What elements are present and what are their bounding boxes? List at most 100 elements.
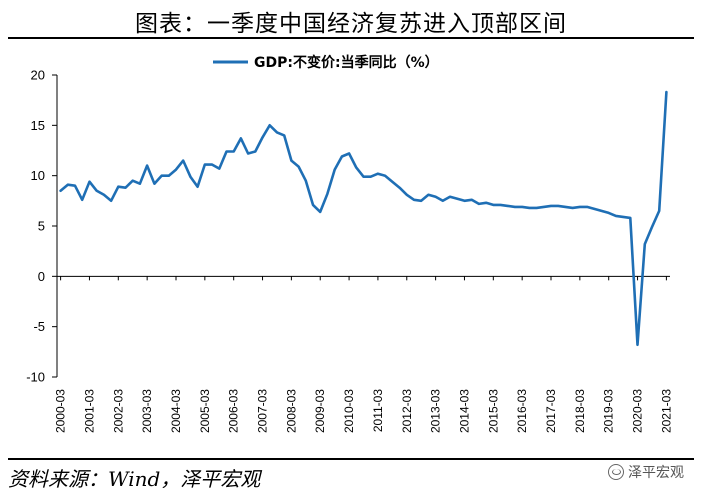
data-point xyxy=(514,206,516,208)
data-point xyxy=(196,185,199,188)
data-point xyxy=(175,168,177,171)
x-tick-label: 2010-03 xyxy=(342,389,356,433)
page-title: 图表：一季度中国经济复苏进入顶部区间 xyxy=(135,11,567,37)
x-tick-label: 2001-03 xyxy=(82,389,96,433)
data-point xyxy=(211,163,213,166)
axes-layer: -10 -5 0 5 10 15 20 2000-03 2001-03 2002-03 2003-0… xyxy=(26,68,673,434)
data-point xyxy=(456,198,459,200)
legend: GDP:不变价:当季同比（%） xyxy=(213,54,439,71)
data-point xyxy=(384,174,386,177)
data-point xyxy=(463,200,466,202)
watermark-label: 泽平宏观 xyxy=(628,465,684,481)
data-point xyxy=(333,168,336,171)
x-tick-label: 2006-03 xyxy=(227,389,241,433)
y-tick-label: 20 xyxy=(31,68,45,83)
x-tick-label: 2013-03 xyxy=(429,389,443,433)
wechat-icon xyxy=(608,464,624,480)
data-point xyxy=(189,175,192,178)
data-point xyxy=(362,175,365,178)
data-point xyxy=(557,205,559,207)
data-point xyxy=(420,200,423,202)
footer-divider xyxy=(8,458,694,460)
data-point xyxy=(651,226,653,228)
data-point xyxy=(564,206,567,208)
data-point xyxy=(543,206,545,208)
data-point xyxy=(319,211,322,213)
x-tick-label: 2016-03 xyxy=(515,389,529,433)
data-point xyxy=(615,215,617,217)
data-point xyxy=(550,205,552,207)
x-tick-label: 2009-03 xyxy=(313,389,327,433)
data-point xyxy=(160,174,163,177)
x-tick-label: 2000-03 xyxy=(54,389,68,433)
data-point xyxy=(240,137,242,140)
series-layer xyxy=(59,90,668,347)
x-tick-label: 2007-03 xyxy=(256,389,270,433)
data-point xyxy=(254,150,257,153)
x-tick-label: 2012-03 xyxy=(400,389,414,433)
data-point xyxy=(665,91,668,93)
source-note: 资料来源：Wind，泽平宏观 xyxy=(8,467,261,491)
x-tick-label: 2014-03 xyxy=(457,389,471,433)
data-point xyxy=(600,210,603,212)
data-point xyxy=(413,199,415,201)
data-point xyxy=(103,194,105,196)
data-point xyxy=(225,150,228,153)
x-tick-label: 2005-03 xyxy=(198,389,212,433)
data-point xyxy=(470,199,473,201)
data-point xyxy=(636,344,639,346)
x-tick-label: 2019-03 xyxy=(602,389,616,433)
data-point xyxy=(521,206,523,208)
y-tick-label: 5 xyxy=(38,219,45,234)
data-point xyxy=(182,159,184,162)
data-point xyxy=(218,167,221,170)
data-point xyxy=(658,210,660,212)
x-tick-label: 2003-03 xyxy=(140,389,154,433)
y-tick-label: -10 xyxy=(26,370,45,385)
data-point xyxy=(586,206,588,208)
data-point xyxy=(427,194,430,196)
data-point xyxy=(449,196,451,198)
data-point xyxy=(290,159,293,162)
data-point xyxy=(312,204,314,206)
data-point xyxy=(348,152,350,155)
data-point xyxy=(377,172,379,175)
data-point xyxy=(146,164,148,167)
data-point xyxy=(499,204,502,206)
y-tick-label: 0 xyxy=(38,269,45,284)
data-point xyxy=(644,243,646,245)
data-point xyxy=(434,196,437,198)
data-point xyxy=(268,124,271,127)
x-tick-label: 2015-03 xyxy=(486,389,500,433)
data-point xyxy=(369,175,372,178)
y-tick-label: 10 xyxy=(31,168,45,183)
data-point xyxy=(81,199,83,201)
title-divider xyxy=(8,37,694,39)
data-point xyxy=(168,174,170,177)
data-point xyxy=(67,183,69,186)
x-tick-label: 2008-03 xyxy=(284,389,298,433)
data-point xyxy=(398,186,401,189)
data-point xyxy=(95,190,98,192)
data-point xyxy=(232,150,235,153)
series-line-gdp xyxy=(59,90,668,347)
data-point xyxy=(485,202,487,204)
data-point xyxy=(406,194,408,196)
gdp-line-chart: -10 -5 0 5 10 15 20 2000-03 2001-03 2002-03 2003-0… xyxy=(26,54,673,434)
x-tick-label: 2021-03 xyxy=(659,389,673,433)
data-point xyxy=(247,152,249,155)
data-point xyxy=(535,207,538,209)
data-point xyxy=(391,180,394,183)
data-point xyxy=(74,184,76,187)
data-point xyxy=(593,208,596,210)
data-point xyxy=(131,179,134,182)
data-point xyxy=(629,217,632,219)
x-tick-label: 2002-03 xyxy=(111,389,125,433)
data-point xyxy=(622,216,624,218)
data-point xyxy=(341,155,343,158)
watermark: 泽平宏观 xyxy=(608,462,684,482)
data-point xyxy=(297,165,300,168)
y-tick-label: 15 xyxy=(31,118,45,133)
data-point xyxy=(117,185,120,188)
x-tick-label: 2020-03 xyxy=(631,389,645,433)
